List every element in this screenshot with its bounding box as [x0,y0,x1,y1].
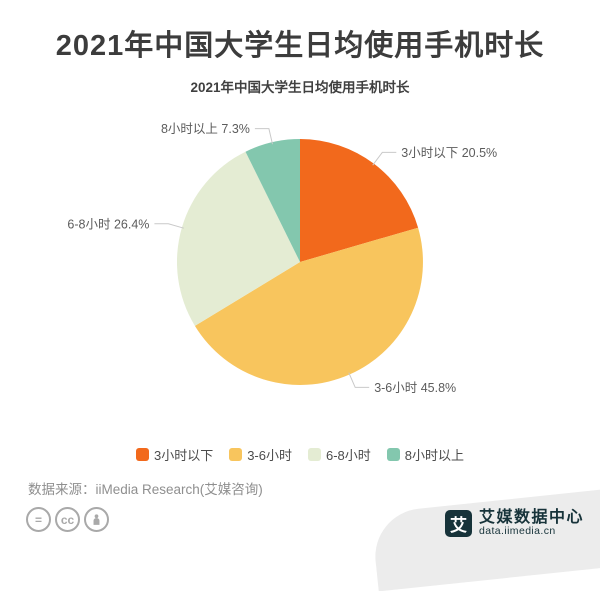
legend-item: 6-8小时 [308,445,371,464]
legend-item: 3小时以下 [135,445,214,464]
brand-logo: 艾 艾媒数据中心 data.iimedia.cn [444,509,584,538]
chart-title: 2021年中国大学生日均使用手机时长 [190,80,410,95]
slice-label: 6-8小时 26.4% [67,217,149,231]
slice-label: 3-6小时 45.8% [374,381,456,395]
cc-icon: cc [55,507,80,532]
pie-chart: 3小时以下 20.5% 3-6小时 45.8% 6-8小时 26.4% 8小时以上 7… [67,122,497,395]
license-icons: = cc [26,507,109,532]
legend-label: 8小时以上 [404,448,465,463]
chart-legend: 3小时以下 3-6小时 6-8小时 8小时以上 [0,445,600,464]
person-icon [84,507,109,532]
data-source: 数据来源：iiMedia Research(艾媒咨询) [28,482,263,497]
pie-slice-6-8小时 [176,151,300,326]
brand-swoosh [370,486,600,591]
legend-label: 3小时以下 [153,448,214,463]
page-title: 2021年中国大学生日均使用手机时长 [55,30,545,62]
label-leader-line [372,151,397,166]
legend-swatch [308,448,321,461]
label-leader-line [254,128,273,145]
pie-slice-3小时以下 [300,139,419,262]
legend-swatch [386,448,400,461]
legend-label: 3-6小时 [247,448,292,463]
equals-icon: = [26,507,51,532]
label-leader-line [154,223,184,229]
legend-label: 6-8小时 [326,448,371,463]
label-leader-line [348,372,370,388]
brand-text: 艾媒数据中心 data.iimedia.cn [479,509,584,538]
brand-url: data.iimedia.cn [478,525,556,538]
brand-name: 艾媒数据中心 [478,508,584,526]
legend-swatch [135,448,149,461]
legend-item: 3-6小时 [229,445,292,464]
brand-mark-icon: 艾 [444,509,472,537]
slice-label: 8小时以上 7.3% [161,122,250,136]
legend-item: 8小时以上 [386,445,465,464]
pie-slice-3-6小时 [194,227,423,385]
pie-slice-8小时以上 [245,138,300,262]
legend-swatch [229,448,243,461]
slice-label: 3小时以下 20.5% [401,146,497,160]
